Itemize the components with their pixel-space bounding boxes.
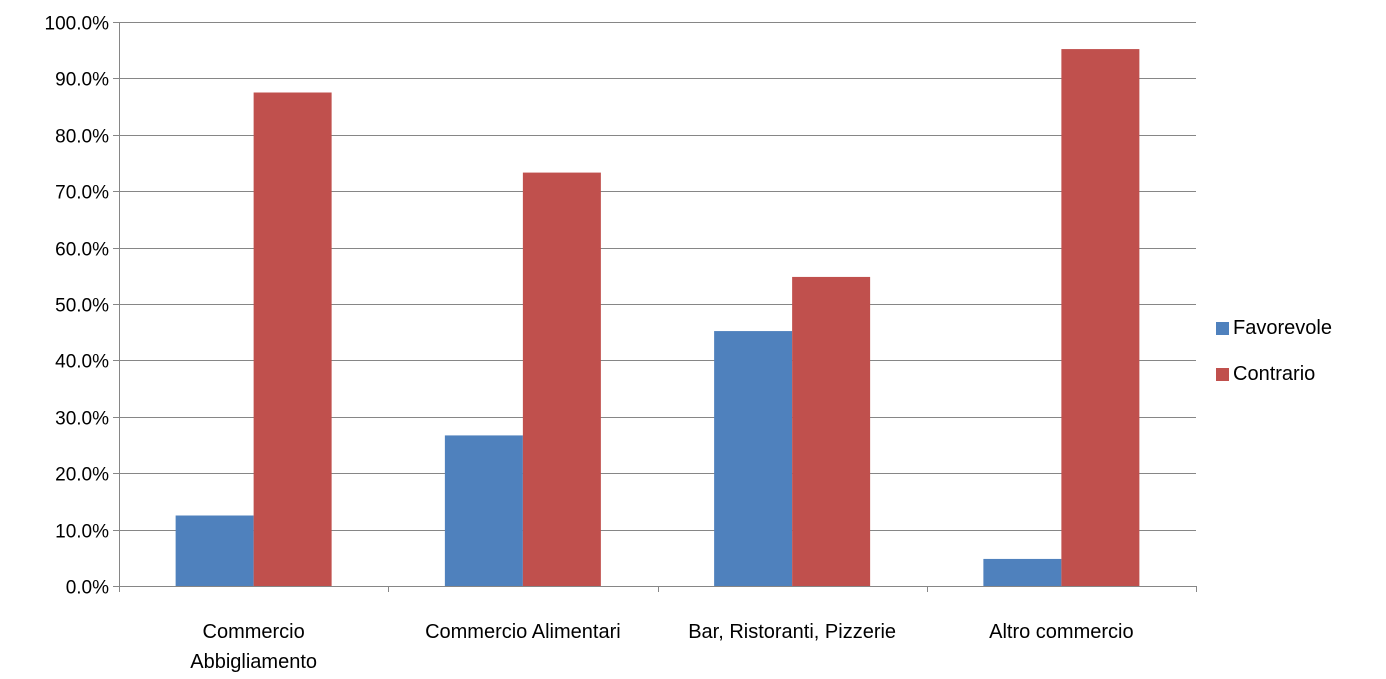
bar-favorevole-3 [714, 331, 793, 586]
legend: Favorevole Contrario [1216, 317, 1332, 385]
y-tick-label: 0.0% [66, 578, 109, 599]
bar-favorevole-1 [175, 515, 254, 586]
y-axis-tick-labels: 0.0% 10.0% 20.0% 30.0% 40.0% 50.0% 60.0% 70.0% 8… [45, 14, 110, 599]
bar-contrario-2 [522, 172, 601, 586]
bar-contrario-1 [253, 92, 332, 586]
bar-contrario-4 [1061, 49, 1140, 586]
y-tick-label: 60.0% [55, 240, 109, 261]
x-category-label: Bar, Ristoranti, Pizzerie [688, 621, 896, 643]
bars [175, 49, 1140, 586]
legend-swatch-contrario [1216, 368, 1229, 381]
bar-favorevole-2 [444, 435, 523, 586]
y-tick-label: 10.0% [55, 522, 109, 543]
y-tick-label: 20.0% [55, 465, 109, 486]
y-tick-label: 40.0% [55, 352, 109, 373]
bar-contrario-3 [792, 276, 871, 586]
x-category-label: Commercio Abbigliamento [190, 621, 317, 673]
legend-label-favorevole: Favorevole [1233, 317, 1332, 339]
bar-favorevole-4 [983, 558, 1062, 586]
y-tick-label: 100.0% [45, 14, 110, 35]
x-category-label: Commercio Alimentari [425, 621, 621, 643]
axes [119, 22, 1197, 592]
y-tick-label: 90.0% [55, 70, 109, 91]
y-tick-label: 80.0% [55, 127, 109, 148]
y-tick-label: 50.0% [55, 296, 109, 317]
x-category-label: Altro commercio [989, 621, 1133, 643]
y-tick-label: 30.0% [55, 409, 109, 430]
y-tick-label: 70.0% [55, 183, 109, 204]
legend-swatch-favorevole [1216, 322, 1229, 335]
legend-label-contrario: Contrario [1233, 363, 1315, 385]
x-axis-category-labels: Commercio Abbigliamento Commercio Alimenta… [190, 621, 1133, 673]
